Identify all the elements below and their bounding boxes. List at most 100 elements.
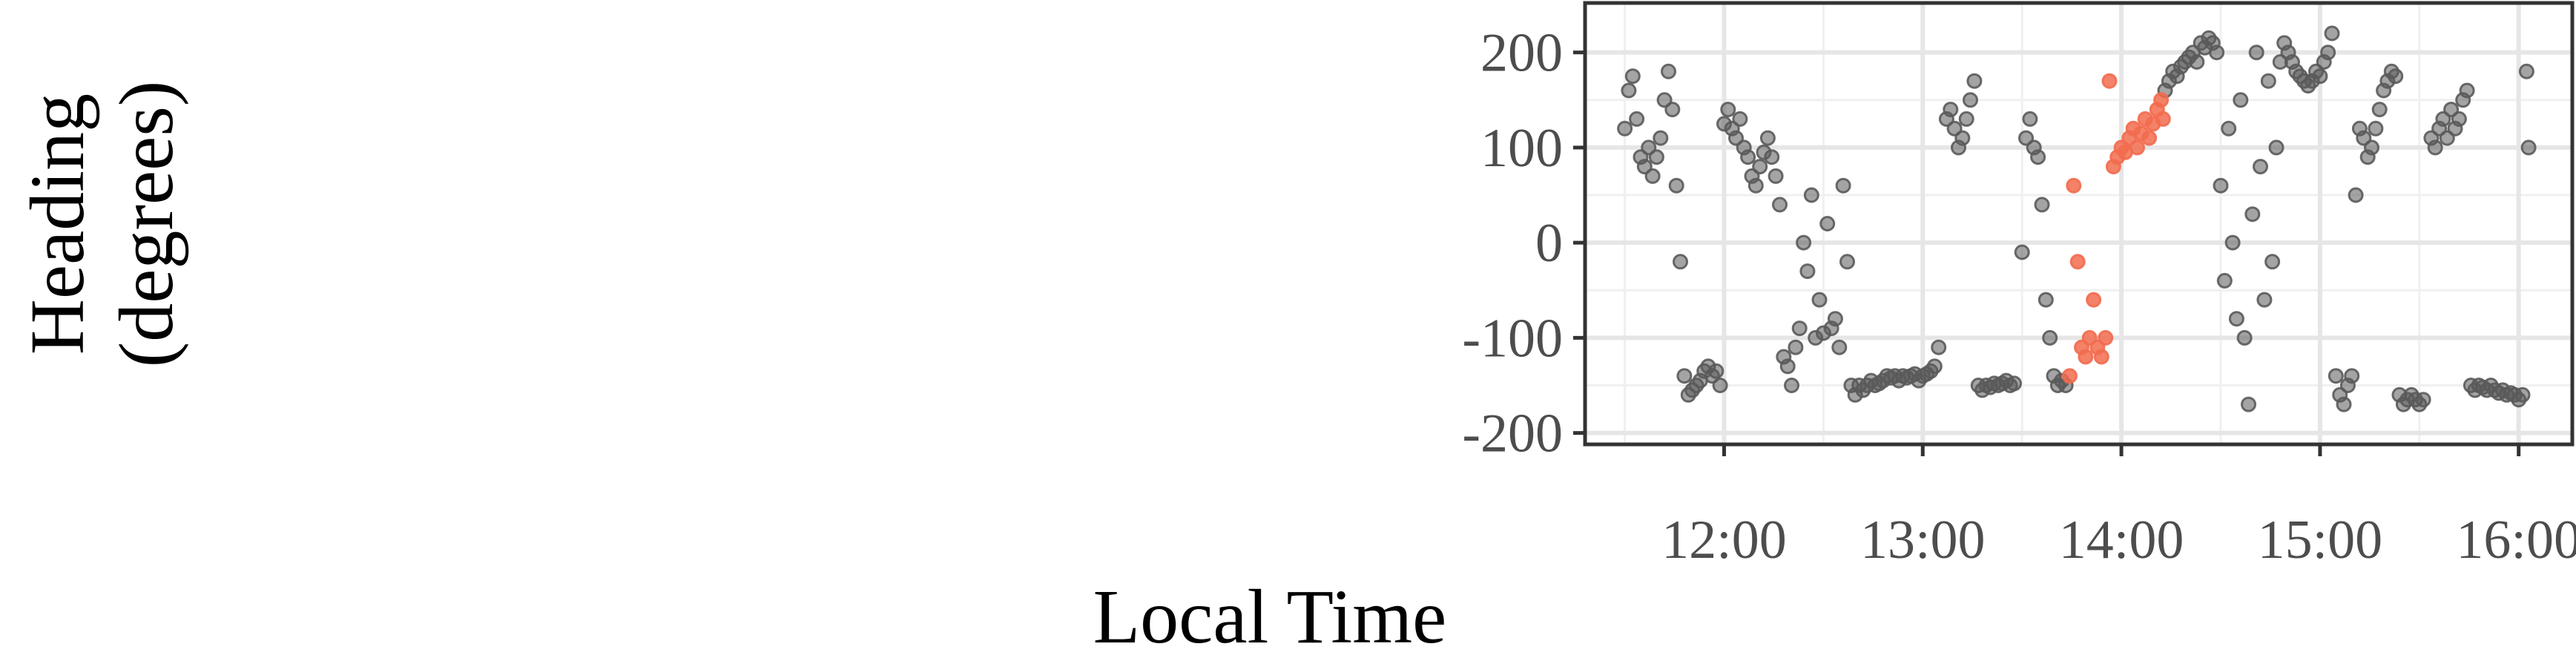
data-point: [2034, 197, 2050, 213]
data-point: [1759, 130, 1776, 146]
highlighted-data-point: [2078, 349, 2094, 365]
data-point: [1664, 102, 1681, 118]
data-point: [2368, 120, 2384, 137]
data-point: [2344, 368, 2360, 384]
data-point: [2228, 311, 2244, 327]
data-point: [2520, 139, 2537, 156]
data-point: [1943, 102, 1959, 118]
x-axis-title: Local Time: [1093, 574, 1447, 660]
data-point: [2312, 68, 2328, 85]
data-point: [1831, 339, 1848, 355]
highlighted-data-point: [2129, 139, 2145, 156]
y-tick-label: -200: [1462, 404, 1563, 464]
data-point: [2371, 102, 2388, 118]
y-tick-label: 0: [1535, 213, 1563, 274]
x-tick-label: 12:00: [1661, 510, 1787, 570]
data-point: [1791, 320, 1808, 337]
data-point: [2427, 139, 2443, 156]
data-point: [2189, 54, 2205, 70]
data-point: [1720, 102, 1736, 118]
data-point: [1653, 130, 1669, 146]
data-point: [2324, 25, 2340, 42]
data-point: [2014, 244, 2030, 260]
data-point: [1803, 187, 1819, 203]
data-point: [2233, 92, 2249, 108]
data-point: [2042, 329, 2058, 346]
y-axis-title-line2: (degrees): [104, 81, 189, 368]
data-point: [1779, 358, 1796, 375]
highlighted-data-point: [2141, 130, 2158, 146]
x-tick-label: 15:00: [2258, 510, 2383, 570]
data-point: [1629, 111, 1645, 127]
y-axis-title-line1: Heading: [15, 93, 100, 355]
highlighted-data-point: [2061, 368, 2078, 384]
data-point: [1819, 216, 1836, 231]
highlighted-data-point: [2153, 92, 2170, 108]
data-point: [1835, 177, 1851, 194]
data-point: [2221, 120, 2237, 137]
data-point: [1708, 363, 1725, 379]
highlighted-data-point: [2093, 349, 2109, 365]
grid-lines: [1585, 3, 2572, 444]
data-point: [2248, 45, 2264, 61]
data-point: [2038, 292, 2054, 308]
axes: 12:00 13:00 14:00 15:00 16:00 200 100 0 -100 -200: [1462, 23, 2576, 570]
data-point: [1954, 130, 1971, 146]
y-tick-label: 100: [1480, 118, 1563, 179]
data-point: [1747, 177, 1764, 194]
data-point: [1772, 197, 1788, 213]
data-point: [2364, 139, 2379, 156]
data-point: [1931, 339, 1947, 355]
data-point: [1768, 168, 1784, 184]
data-point: [1827, 311, 1843, 327]
data-point: [2216, 272, 2233, 289]
highlighted-data-point: [2155, 111, 2171, 127]
data-point: [2213, 177, 2229, 194]
data-point: [2209, 45, 2225, 61]
data-points: [1617, 25, 2537, 412]
data-point: [1839, 254, 1855, 270]
data-point: [1732, 111, 1748, 127]
data-point: [2415, 392, 2431, 408]
data-point: [1648, 149, 1664, 165]
data-point: [1796, 234, 1812, 251]
data-point: [1966, 73, 1983, 89]
highlighted-data-point: [2098, 329, 2114, 346]
data-point: [2244, 206, 2261, 223]
data-point: [1784, 378, 1799, 393]
data-point: [1624, 68, 1641, 85]
data-point: [1788, 339, 1804, 355]
data-point: [1673, 254, 1688, 270]
data-point: [2022, 111, 2038, 127]
data-point: [2336, 396, 2352, 412]
data-point: [1926, 358, 1943, 375]
y-tick-label: 200: [1480, 23, 1563, 84]
data-point: [1661, 63, 1676, 79]
data-point: [2451, 111, 2467, 127]
data-point: [1676, 368, 1693, 384]
data-point: [2459, 82, 2475, 99]
data-point: [1811, 292, 1828, 308]
data-point: [2260, 73, 2276, 89]
data-point: [2236, 329, 2253, 346]
data-point: [1752, 159, 1768, 175]
y-tick-label: -100: [1462, 308, 1563, 369]
panel-border: [1583, 1, 2575, 447]
data-point: [1963, 92, 1978, 108]
x-tick-label: 16:00: [2456, 510, 2576, 570]
data-point: [1958, 111, 1974, 127]
data-point: [2514, 387, 2531, 403]
data-point: [1617, 120, 1633, 137]
data-point: [2328, 368, 2344, 384]
data-point: [1712, 378, 1728, 393]
data-point: [1621, 82, 1637, 99]
data-point: [2253, 159, 2268, 175]
data-point: [2320, 45, 2336, 61]
highlighted-data-point: [2066, 177, 2082, 194]
data-point: [2030, 149, 2046, 165]
data-point: [2006, 375, 2022, 392]
data-point: [2264, 254, 2281, 270]
data-point: [1799, 263, 1816, 280]
highlighted-data-point: [2069, 254, 2086, 270]
